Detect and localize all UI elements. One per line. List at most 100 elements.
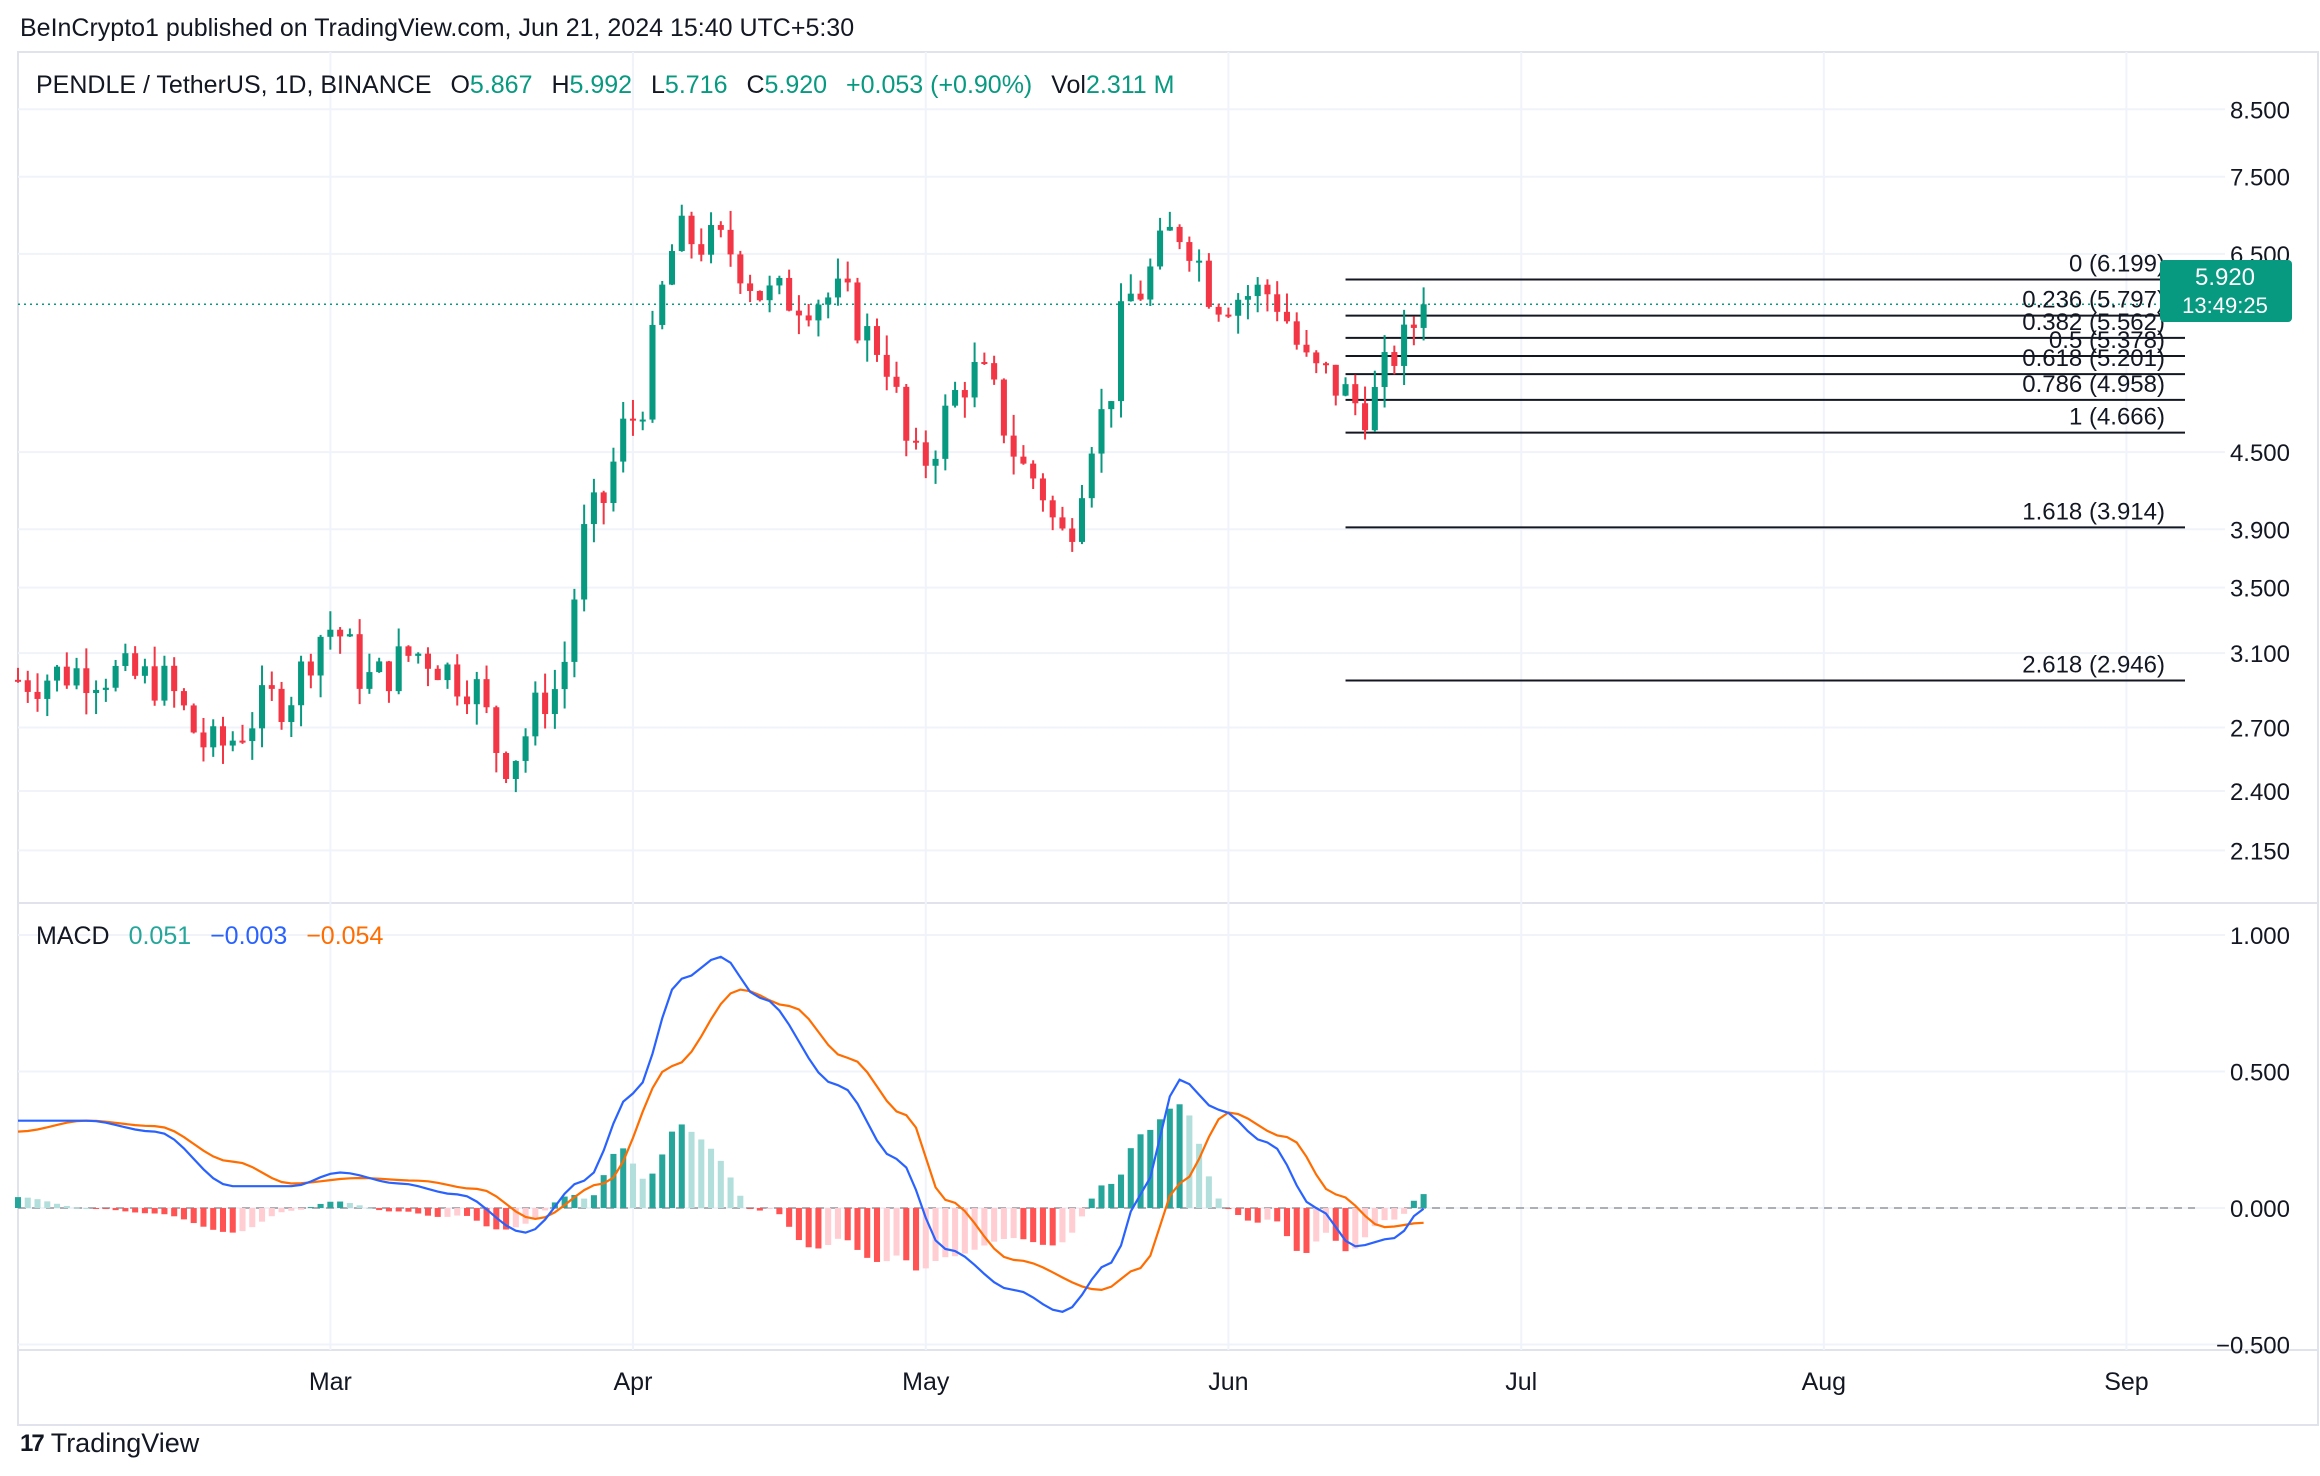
- macd-histogram-bar: [151, 1208, 158, 1214]
- macd-histogram-bar: [288, 1208, 295, 1211]
- macd-label[interactable]: MACD: [36, 922, 110, 950]
- candle-body: [571, 599, 578, 662]
- macd-histogram-bar: [542, 1208, 549, 1211]
- candle-body: [337, 629, 344, 637]
- macd-histogram-bar: [737, 1195, 744, 1209]
- macd-histogram-bar: [376, 1208, 383, 1211]
- macd-histogram-bar: [844, 1208, 851, 1241]
- macd-histogram-bar: [317, 1203, 324, 1209]
- candle-body: [1176, 226, 1183, 243]
- candle-body: [307, 661, 314, 676]
- macd-histogram-bar: [73, 1207, 80, 1209]
- macd-histogram-bar: [1069, 1208, 1076, 1233]
- macd-histogram-bar: [141, 1208, 148, 1214]
- macd-histogram-bar: [483, 1208, 490, 1227]
- candle-body: [1157, 230, 1164, 267]
- last-price-box: [2160, 260, 2292, 322]
- candle-body: [854, 282, 861, 341]
- macd-histogram-bar: [1303, 1208, 1310, 1253]
- macd-histogram-bar: [512, 1208, 519, 1228]
- macd-histogram-bar: [1030, 1208, 1037, 1243]
- candle-body: [93, 689, 100, 694]
- fibonacci-retracement[interactable]: 0 (6.199) 0.236 (5.797)0.382 (5.562)0.5 (…: [1345, 250, 2185, 682]
- candle-body: [961, 390, 968, 398]
- macd-histogram-bar: [444, 1208, 451, 1217]
- symbol-pair[interactable]: PENDLE / TetherUS, 1D, BINANCE: [36, 71, 432, 99]
- macd-histogram-bar: [337, 1201, 344, 1209]
- candle-body: [1059, 517, 1066, 529]
- macd-histogram-bar: [434, 1208, 441, 1217]
- macd-histogram-bar: [1039, 1208, 1046, 1245]
- macd-histogram-bar: [659, 1154, 666, 1209]
- macd-histogram-bar: [1381, 1208, 1388, 1221]
- macd-histogram-bar: [600, 1175, 607, 1209]
- candle-body: [1088, 453, 1095, 499]
- candle-body: [102, 687, 109, 690]
- candle-body: [629, 418, 636, 421]
- macd-histogram-bar: [1010, 1208, 1017, 1239]
- macd-histogram-bar: [1342, 1208, 1349, 1252]
- candle-body: [463, 696, 471, 705]
- candle-body: [424, 653, 431, 669]
- candle-body: [346, 634, 353, 637]
- tradingview-logo[interactable]: 17 TradingView: [20, 1428, 199, 1459]
- candle-body: [942, 405, 949, 459]
- candle-body: [727, 229, 734, 255]
- macd-histogram-bar: [854, 1208, 861, 1250]
- candle-body: [44, 680, 51, 699]
- tradingview-logo-icon: 17: [20, 1429, 45, 1457]
- candle-body: [356, 634, 363, 689]
- x-tick-label: Sep: [2104, 1368, 2148, 1396]
- price-tick-label: 2.150: [2230, 838, 2290, 865]
- candle-body: [1401, 324, 1408, 366]
- macd-line-value: −0.003: [210, 922, 288, 950]
- macd-histogram-bar: [1186, 1115, 1193, 1209]
- macd-histogram-bar: [1254, 1208, 1261, 1223]
- candle-body: [1000, 379, 1007, 436]
- candle-body: [1391, 352, 1398, 366]
- candle-body: [1293, 321, 1300, 345]
- macd-histogram-bar: [1283, 1208, 1290, 1237]
- candle-body: [1371, 386, 1378, 431]
- macd-histogram-bar: [298, 1208, 305, 1210]
- macd-histogram-bar: [83, 1208, 90, 1210]
- macd-histogram-bar: [1078, 1208, 1086, 1217]
- macd-histogram-bar: [805, 1208, 812, 1248]
- candle-body: [268, 685, 275, 689]
- candle-body: [385, 661, 392, 692]
- macd-histogram-bar: [1352, 1208, 1359, 1249]
- macd-histogram-bar: [1401, 1208, 1408, 1214]
- candle-body: [54, 666, 61, 681]
- macd-histogram-bar: [1137, 1134, 1144, 1209]
- last-price-tag: 5.920 13:49:25: [2160, 260, 2292, 322]
- candle-body: [239, 740, 246, 743]
- macd-tick-label: 1.000: [2230, 923, 2290, 950]
- candle-body: [141, 666, 148, 676]
- macd-histogram-bar: [727, 1177, 734, 1209]
- candle-body: [1108, 401, 1115, 410]
- candle-body: [1283, 311, 1290, 322]
- macd-histogram-bar: [1020, 1208, 1027, 1240]
- candle-body: [795, 310, 802, 316]
- macd-histogram-bar: [1205, 1176, 1212, 1209]
- candle-body: [766, 285, 773, 301]
- candle-body: [834, 278, 841, 298]
- macd-histogram-bar: [688, 1131, 695, 1209]
- macd-histogram-bar: [171, 1208, 178, 1217]
- macd-histogram-bar: [961, 1208, 968, 1254]
- macd-histogram-bar: [24, 1197, 31, 1209]
- macd-histogram-bar: [503, 1208, 510, 1230]
- fib-level-label: 1.618 (3.914): [2022, 498, 2165, 525]
- fib-level-label: 2.618 (2.946): [2022, 652, 2165, 679]
- candle-body: [1078, 498, 1086, 542]
- candle-body: [668, 251, 676, 285]
- macd-histogram-bar: [1293, 1208, 1300, 1251]
- macd-histogram-bar: [1049, 1208, 1056, 1246]
- candle-body: [737, 254, 744, 284]
- macd-histogram-bar: [639, 1178, 646, 1209]
- candle-body: [483, 679, 490, 708]
- macd-histogram-bar: [112, 1208, 119, 1211]
- macd-histogram-bar: [1332, 1208, 1339, 1241]
